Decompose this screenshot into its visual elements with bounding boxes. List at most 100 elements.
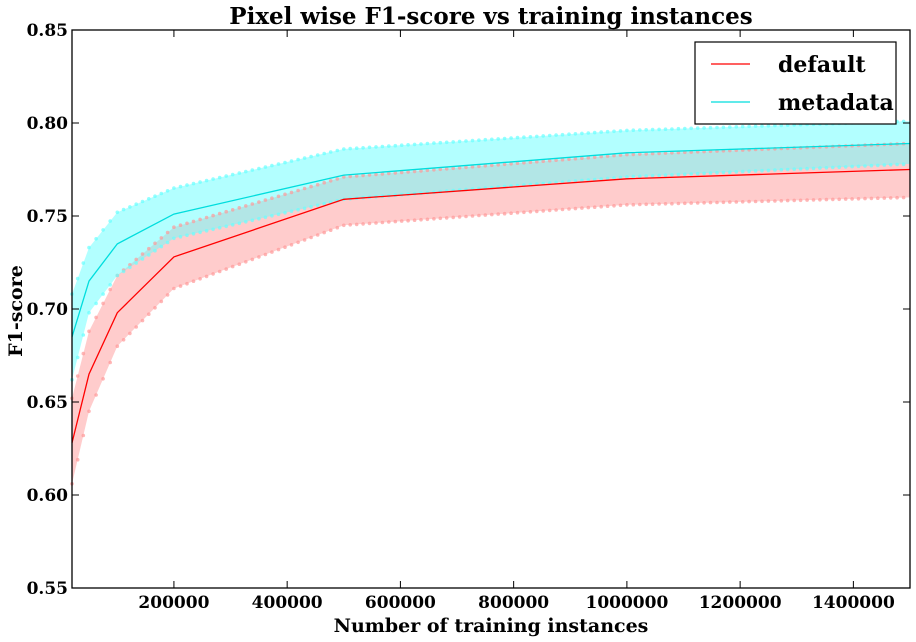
band-marker [412, 169, 417, 174]
band-marker [87, 329, 91, 334]
band-marker [592, 130, 597, 135]
band-marker [361, 222, 365, 226]
band-marker [153, 194, 157, 198]
y-tick-label: 0.65 [27, 393, 68, 413]
band-marker [638, 152, 642, 156]
band-marker [224, 174, 228, 178]
band-marker [270, 214, 274, 218]
band-marker [81, 261, 86, 265]
band-marker [283, 192, 287, 197]
band-marker [670, 201, 674, 206]
band-marker [309, 184, 313, 189]
band-marker [895, 195, 899, 200]
band-marker [191, 219, 196, 224]
band-marker [348, 174, 353, 179]
y-tick-label: 0.60 [27, 486, 69, 506]
band-marker [270, 196, 274, 200]
band-marker [831, 165, 835, 170]
band-marker [541, 134, 545, 138]
band-marker [663, 202, 668, 206]
chart-title: Pixel wise F1-score vs training instance… [229, 3, 752, 30]
band-marker [185, 281, 189, 286]
band-marker [322, 151, 327, 156]
band-marker [432, 141, 436, 145]
x-tick-label: 1400000 [812, 593, 895, 613]
band-marker [856, 197, 861, 201]
band-marker [302, 186, 307, 191]
band-marker [348, 223, 353, 227]
band-marker [509, 136, 513, 140]
band-marker [121, 269, 126, 274]
band-marker [824, 197, 829, 202]
band-marker [490, 212, 494, 217]
band-marker [663, 127, 668, 131]
band-marker [322, 202, 327, 206]
band-marker [496, 137, 501, 141]
band-marker [178, 284, 183, 288]
band-marker [296, 188, 300, 193]
band-marker [567, 132, 571, 136]
band-marker [153, 241, 157, 246]
band-marker [81, 333, 86, 337]
legend: default metadata [694, 41, 897, 125]
band-marker [185, 183, 189, 187]
band-marker [792, 167, 796, 171]
band-marker [289, 243, 294, 247]
band-marker [631, 128, 636, 132]
band-marker [560, 132, 565, 137]
band-marker [328, 228, 333, 232]
band-marker [257, 200, 261, 204]
band-marker [75, 374, 80, 378]
band-marker [451, 215, 456, 220]
band-marker [230, 172, 235, 177]
band-marker [244, 220, 248, 224]
band-marker [522, 135, 526, 139]
band-marker [728, 200, 732, 204]
band-marker [296, 240, 300, 245]
band-marker [178, 223, 183, 227]
x-tick-label: 800000 [478, 593, 549, 613]
band-marker [159, 191, 164, 196]
band-marker [766, 199, 771, 203]
band-marker [599, 177, 603, 181]
band-marker [348, 146, 353, 151]
band-marker [457, 166, 462, 170]
band-marker [747, 199, 751, 204]
band-marker [185, 221, 189, 226]
band-marker [702, 171, 706, 176]
band-marker [901, 195, 906, 200]
band-marker [425, 168, 430, 173]
band-marker [740, 124, 745, 129]
band-marker [237, 171, 242, 175]
band-marker [399, 219, 404, 223]
band-marker [721, 170, 726, 175]
band-marker [159, 244, 164, 249]
band-marker [901, 162, 906, 166]
band-marker [843, 165, 848, 169]
band-marker [387, 171, 391, 176]
band-marker [87, 245, 91, 250]
band-marker [296, 157, 300, 162]
band-marker [224, 209, 228, 214]
band-marker [237, 221, 242, 226]
band-marker [567, 157, 571, 161]
band-marker [541, 159, 545, 163]
band-marker [599, 154, 603, 159]
band-marker [605, 176, 610, 181]
band-marker [451, 140, 456, 144]
band-marker [289, 159, 294, 163]
band-marker [605, 204, 610, 208]
band-marker [612, 204, 616, 208]
band-marker [676, 201, 681, 206]
band-marker [94, 315, 98, 320]
band-marker [599, 204, 603, 209]
band-marker [244, 260, 248, 264]
band-marker [172, 186, 176, 190]
band-marker [250, 218, 255, 223]
band-marker [244, 169, 248, 174]
band-marker [586, 205, 591, 210]
band-marker [75, 355, 80, 360]
band-marker [502, 162, 507, 167]
band-marker [676, 126, 681, 131]
band-marker [779, 199, 784, 203]
